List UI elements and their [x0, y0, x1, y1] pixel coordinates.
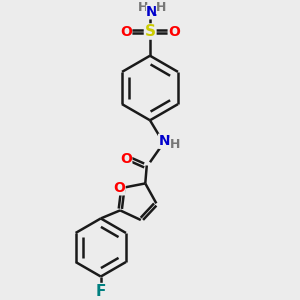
- Text: O: O: [120, 25, 132, 38]
- Text: N: N: [146, 5, 158, 19]
- Text: H: H: [156, 1, 166, 14]
- Text: H: H: [138, 1, 148, 14]
- Text: N: N: [159, 134, 170, 148]
- Text: F: F: [96, 284, 106, 298]
- Text: H: H: [170, 138, 180, 151]
- Text: S: S: [145, 24, 155, 39]
- Text: O: O: [120, 152, 132, 166]
- Text: O: O: [168, 25, 180, 38]
- Text: O: O: [113, 181, 125, 195]
